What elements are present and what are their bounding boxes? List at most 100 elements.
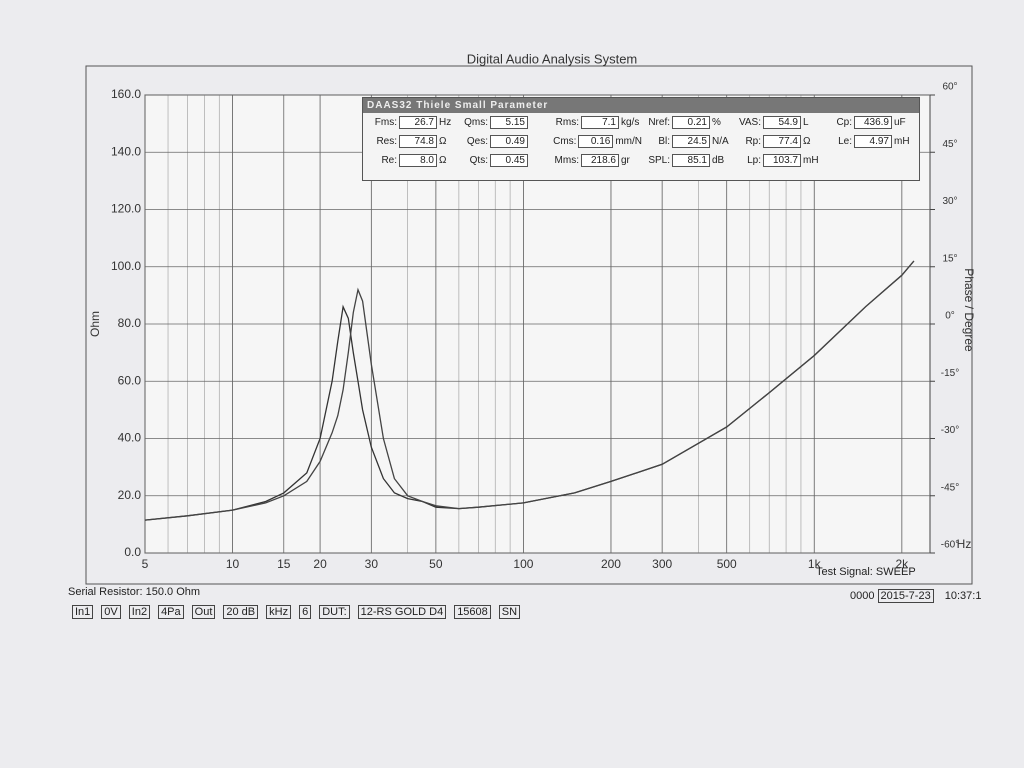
status: 0000 2015-7-23 10:37:1 bbox=[850, 589, 982, 603]
x-tick-label: 100 bbox=[513, 557, 533, 571]
parameter-row: Fms: 26.7 Hz Qms: 5.15 Rms: 7.1 kg/s Nref: 0.21% V… bbox=[363, 113, 919, 132]
x-tick-label: 500 bbox=[717, 557, 737, 571]
parameter-unit: dB bbox=[712, 155, 725, 166]
y-axis-label: Ohm bbox=[88, 311, 102, 337]
parameter-label: Lp: bbox=[747, 155, 761, 166]
frame bbox=[85, 65, 973, 585]
serial-resistor: Serial Resistor: 150.0 Ohm bbox=[68, 586, 201, 598]
parameter-cell: Le: 4.97 mH bbox=[824, 135, 915, 148]
parameter-unit: Ω bbox=[803, 136, 811, 147]
date: 2015-7-23 bbox=[877, 589, 934, 603]
parameter-value: 5.15 bbox=[490, 116, 528, 129]
parameter-value: 436.9 bbox=[854, 116, 892, 129]
parameter-cell: Cp: 436.9 uF bbox=[824, 116, 915, 129]
parameter-label: Nref: bbox=[648, 117, 670, 128]
chart-title: Digital Audio Analysis System bbox=[467, 51, 638, 66]
x-tick-label: 10 bbox=[226, 557, 240, 571]
parameter-value: 74.8 bbox=[399, 135, 437, 148]
parameter-label: SPL: bbox=[648, 155, 670, 166]
y2-tick-label: -60° bbox=[941, 540, 959, 551]
control-item: 4Pa bbox=[158, 605, 184, 619]
y2-tick-label: 15° bbox=[942, 253, 957, 264]
control-item: SN bbox=[498, 605, 521, 619]
parameter-unit: gr bbox=[621, 155, 630, 166]
parameter-unit: mH bbox=[894, 136, 910, 147]
parameter-cell: Mms: 218.6 gr bbox=[551, 154, 642, 167]
control-item: 20 dB bbox=[223, 605, 259, 619]
x-tick-label: 300 bbox=[652, 557, 672, 571]
parameter-cell: Nref: 0.21% bbox=[642, 116, 733, 129]
parameter-label: Qts: bbox=[469, 155, 488, 166]
parameter-label: VAS: bbox=[738, 117, 761, 128]
parameter-unit: % bbox=[712, 117, 721, 128]
parameter-row: Re: 8.0 Ω Qts: 0.45 Mms: 218.6 gr SPL: 85.1 dB Lp: 1… bbox=[363, 151, 919, 170]
parameter-cell: Qes: 0.49 bbox=[460, 135, 551, 148]
y-tick-label: 120.0 bbox=[111, 202, 141, 216]
y-tick-label: 40.0 bbox=[118, 431, 142, 445]
x-tick-label: 50 bbox=[429, 557, 443, 571]
control-item: DUT: bbox=[319, 605, 350, 619]
parameter-cell: Rms: 7.1 kg/s bbox=[551, 116, 642, 129]
parameter-unit: L bbox=[803, 117, 809, 128]
y2-tick-label: 60° bbox=[942, 82, 957, 93]
control-item: 12-RS GOLD D4 bbox=[357, 605, 447, 619]
parameter-cell: Lp: 103.7 mH bbox=[733, 154, 824, 167]
y2-tick-label: 30° bbox=[942, 196, 957, 207]
y2-tick-label: -15° bbox=[941, 368, 959, 379]
x-tick-label: 2k bbox=[895, 557, 909, 571]
parameter-value: 7.1 bbox=[581, 116, 619, 129]
parameter-label: Cms: bbox=[553, 136, 577, 147]
table-title: DAAS32 Thiele Small Parameter bbox=[363, 98, 919, 113]
parameter-label: Le: bbox=[838, 136, 852, 147]
parameter-label: Cp: bbox=[836, 117, 852, 128]
parameter-value: 0.16 bbox=[578, 135, 614, 148]
y-tick-label: 80.0 bbox=[118, 316, 142, 330]
parameter-label: Rp: bbox=[745, 136, 761, 147]
parameter-value: 24.5 bbox=[672, 135, 710, 148]
x-tick-label: 5 bbox=[142, 557, 149, 571]
parameter-value: 0.21 bbox=[672, 116, 710, 129]
parameter-value: 0.49 bbox=[490, 135, 528, 148]
parameter-row: Res: 74.8 Ω Qes: 0.49 Cms: 0.16 mm/N Bl: 24.5 N/A R… bbox=[363, 132, 919, 151]
counter: 0000 bbox=[850, 590, 875, 602]
control-item: In2 bbox=[128, 605, 151, 619]
y2-tick-label: 0° bbox=[945, 311, 955, 322]
parameter-label: Re: bbox=[381, 155, 397, 166]
parameter-value: 26.7 bbox=[399, 116, 437, 129]
parameter-value: 8.0 bbox=[399, 154, 437, 167]
x-tick-label: 15 bbox=[277, 557, 291, 571]
parameter-unit: mm/N bbox=[615, 136, 642, 147]
control-item: 0V bbox=[101, 605, 121, 619]
parameter-unit: kg/s bbox=[621, 117, 640, 128]
parameter-cell: Rp: 77.4 Ω bbox=[733, 135, 824, 148]
parameter-value: 4.97 bbox=[854, 135, 892, 148]
parameter-cell: Qts: 0.45 bbox=[460, 154, 551, 167]
parameter-unit: uF bbox=[894, 117, 906, 128]
parameter-cell: VAS: 54.9 L bbox=[733, 116, 824, 129]
y2-tick-label: -45° bbox=[941, 482, 959, 493]
test-signal: Test Signal: SWEEP bbox=[816, 566, 916, 578]
y-tick-label: 60.0 bbox=[118, 373, 142, 387]
parameter-cell: Fms: 26.7 Hz bbox=[369, 116, 460, 129]
parameter-unit: Ω bbox=[439, 136, 447, 147]
x-unit: Hz bbox=[957, 537, 972, 551]
parameter-cell: Cms: 0.16 mm/N bbox=[551, 135, 642, 148]
parameter-cell: Bl: 24.5 N/A bbox=[642, 135, 733, 148]
x-tick-label: 20 bbox=[313, 557, 327, 571]
time: 10:37:1 bbox=[944, 590, 982, 602]
parameter-value: 103.7 bbox=[763, 154, 801, 167]
parameter-value: 85.1 bbox=[672, 154, 710, 167]
impedance-curve bbox=[144, 260, 915, 521]
parameter-label: Rms: bbox=[555, 117, 579, 128]
y2-tick-label: 45° bbox=[942, 139, 957, 150]
x-tick-label: 1k bbox=[808, 557, 822, 571]
parameter-cell: Qms: 5.15 bbox=[460, 116, 551, 129]
y2-axis-label: Phase / Degree bbox=[962, 268, 976, 352]
y-tick-label: 140.0 bbox=[111, 144, 141, 158]
parameter-value: 77.4 bbox=[763, 135, 801, 148]
parameter-label: Qms: bbox=[464, 117, 488, 128]
parameter-value: 54.9 bbox=[763, 116, 801, 129]
parameter-cell: SPL: 85.1 dB bbox=[642, 154, 733, 167]
control-item: 15608 bbox=[454, 605, 491, 619]
